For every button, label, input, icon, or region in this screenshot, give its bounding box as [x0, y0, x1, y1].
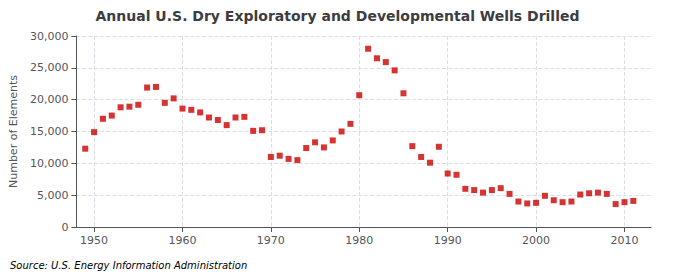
svg-text:20,000: 20,000	[30, 93, 69, 106]
svg-text:Number of Elements: Number of Elements	[7, 75, 20, 188]
svg-text:1960: 1960	[168, 234, 196, 247]
svg-text:30,000: 30,000	[30, 30, 69, 43]
svg-text:1980: 1980	[345, 234, 373, 247]
svg-text:2010: 2010	[610, 234, 638, 247]
svg-text:0: 0	[61, 221, 68, 234]
svg-text:10,000: 10,000	[30, 157, 69, 170]
svg-text:1950: 1950	[80, 234, 108, 247]
svg-text:1970: 1970	[257, 234, 285, 247]
svg-text:15,000: 15,000	[30, 125, 69, 138]
svg-text:2000: 2000	[522, 234, 550, 247]
svg-text:5,000: 5,000	[37, 189, 69, 202]
svg-text:Source: U.S. Energy Informatio: Source: U.S. Energy Information Administ…	[10, 260, 247, 271]
svg-text:25,000: 25,000	[30, 61, 69, 74]
svg-text:Annual U.S. Dry Exploratory an: Annual U.S. Dry Exploratory and Developm…	[96, 8, 580, 24]
svg-text:1990: 1990	[434, 234, 462, 247]
